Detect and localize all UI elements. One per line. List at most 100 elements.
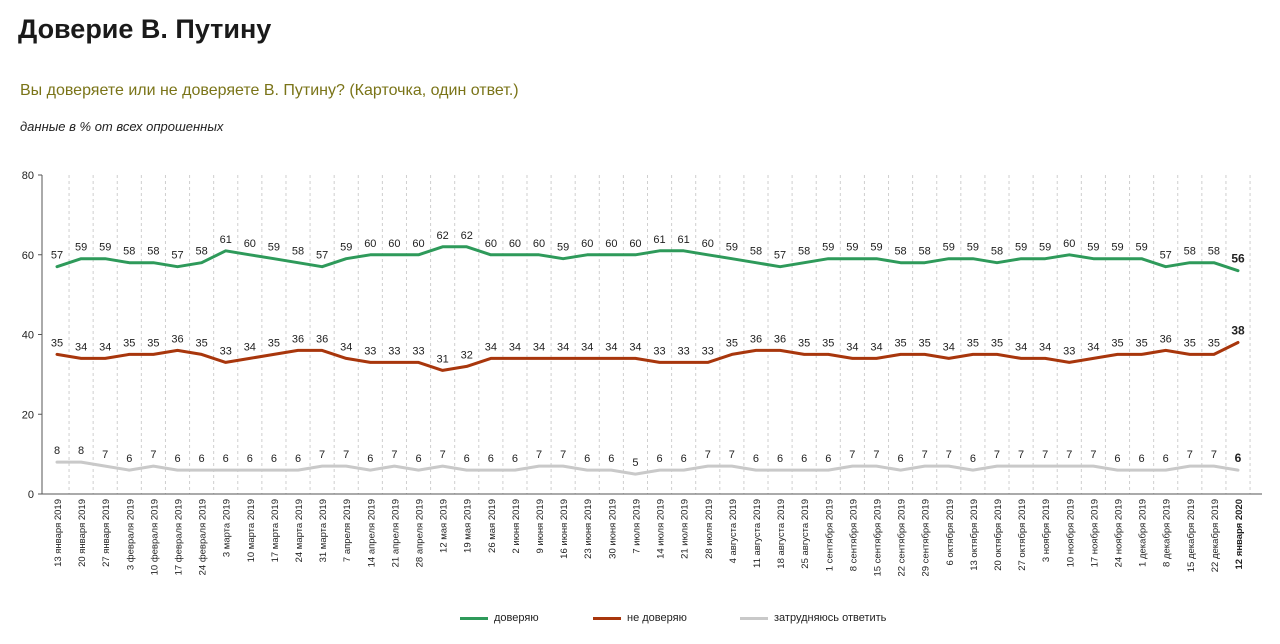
data-label-trust: 58 bbox=[798, 246, 810, 258]
x-tick-label: 12 января 2020 bbox=[1234, 499, 1245, 569]
data-label-trust: 60 bbox=[244, 238, 256, 250]
data-label-trust: 57 bbox=[171, 250, 183, 262]
chart-lines bbox=[55, 245, 1240, 476]
data-label-hard: 6 bbox=[126, 453, 132, 465]
data-label-distrust: 34 bbox=[1039, 341, 1051, 353]
data-label-hard: 7 bbox=[319, 449, 325, 461]
x-tick-label: 6 октября 2019 bbox=[945, 499, 956, 566]
x-tick-label: 17 февраля 2019 bbox=[174, 499, 185, 575]
x-tick-label: 29 сентября 2019 bbox=[921, 499, 932, 577]
x-tick-label: 9 июня 2019 bbox=[535, 499, 546, 554]
data-label-distrust: 35 bbox=[726, 337, 738, 349]
data-label-trust: 58 bbox=[750, 246, 762, 258]
x-tick-label: 18 августа 2019 bbox=[776, 499, 787, 569]
data-label-hard: 6 bbox=[295, 453, 301, 465]
x-tick-label: 22 декабря 2019 bbox=[1210, 499, 1221, 572]
data-label-trust: 61 bbox=[220, 234, 232, 246]
x-tick-label: 2 июня 2019 bbox=[511, 499, 522, 554]
data-label-hard: 6 bbox=[223, 453, 229, 465]
x-tick-label: 21 апреля 2019 bbox=[390, 499, 401, 567]
data-label-hard: 7 bbox=[343, 449, 349, 461]
data-label-trust: 60 bbox=[412, 238, 424, 250]
data-label-trust: 60 bbox=[388, 238, 400, 250]
data-label-distrust: 33 bbox=[653, 345, 665, 357]
data-label-distrust: 34 bbox=[943, 341, 955, 353]
x-tick-label: 14 апреля 2019 bbox=[366, 499, 377, 567]
data-note: данные в % от всех опрошенных bbox=[20, 119, 224, 134]
data-label-distrust: 34 bbox=[870, 341, 882, 353]
x-tick-label: 28 апреля 2019 bbox=[415, 499, 426, 567]
x-tick-label: 31 марта 2019 bbox=[318, 499, 329, 562]
data-label-hard: 6 bbox=[488, 453, 494, 465]
data-label-distrust: 35 bbox=[1111, 337, 1123, 349]
chart-legend: доверяю не доверяю затрудняюсь ответить bbox=[0, 612, 1280, 628]
legend-label-distrust: не доверяю bbox=[627, 612, 687, 624]
data-label-hard: 7 bbox=[946, 449, 952, 461]
data-label-distrust: 36 bbox=[171, 333, 183, 345]
data-label-distrust: 34 bbox=[1015, 341, 1027, 353]
data-label-trust: 57 bbox=[1160, 250, 1172, 262]
data-label-hard: 6 bbox=[777, 453, 783, 465]
x-tick-label: 1 сентября 2019 bbox=[824, 499, 835, 571]
data-label-distrust: 33 bbox=[678, 345, 690, 357]
data-label-hard: 6 bbox=[247, 453, 253, 465]
data-label-hard: 7 bbox=[1090, 449, 1096, 461]
data-label-distrust: 35 bbox=[1208, 337, 1220, 349]
data-label-hard: 7 bbox=[705, 449, 711, 461]
series-line-trust bbox=[55, 245, 1240, 273]
data-label-trust: 60 bbox=[629, 238, 641, 250]
data-label-trust: 57 bbox=[316, 250, 328, 262]
x-tick-label: 21 июля 2019 bbox=[680, 499, 691, 559]
data-label-distrust: 34 bbox=[846, 341, 858, 353]
x-tick-label: 3 марта 2019 bbox=[222, 499, 233, 557]
data-label-hard: 6 bbox=[367, 453, 373, 465]
data-label-distrust: 33 bbox=[702, 345, 714, 357]
y-tick-label: 80 bbox=[22, 170, 34, 182]
chart-grid bbox=[68, 175, 1251, 494]
legend-item-distrust: не доверяю bbox=[593, 612, 687, 624]
x-tick-label: 1 декабря 2019 bbox=[1138, 499, 1149, 567]
x-tick-label: 10 ноября 2019 bbox=[1065, 499, 1076, 567]
survey-question: Вы доверяете или не доверяете В. Путину?… bbox=[20, 82, 519, 99]
data-label-hard: 6 bbox=[681, 453, 687, 465]
page-title: Доверие В. Путину bbox=[18, 14, 272, 44]
x-tick-label: 27 января 2019 bbox=[101, 499, 112, 567]
data-label-trust: 59 bbox=[340, 242, 352, 254]
legend-item-trust: доверяю bbox=[460, 612, 539, 624]
data-label-trust: 60 bbox=[1063, 238, 1075, 250]
data-label-trust: 56 bbox=[1231, 252, 1245, 266]
x-tick-label: 24 марта 2019 bbox=[294, 499, 305, 562]
data-label-distrust: 33 bbox=[220, 345, 232, 357]
data-label-hard: 6 bbox=[1114, 453, 1120, 465]
data-label-distrust: 36 bbox=[316, 333, 328, 345]
data-label-trust: 58 bbox=[1208, 246, 1220, 258]
x-tick-label: 19 мая 2019 bbox=[463, 499, 474, 553]
data-label-trust: 59 bbox=[99, 242, 111, 254]
data-label-hard: 6 bbox=[464, 453, 470, 465]
data-label-trust: 58 bbox=[292, 246, 304, 258]
x-tick-label: 4 августа 2019 bbox=[728, 499, 739, 563]
data-label-hard: 7 bbox=[560, 449, 566, 461]
data-label-hard: 6 bbox=[415, 453, 421, 465]
data-label-hard: 7 bbox=[102, 449, 108, 461]
data-label-hard: 6 bbox=[970, 453, 976, 465]
x-tick-label: 15 сентября 2019 bbox=[872, 499, 883, 577]
data-label-trust: 61 bbox=[678, 234, 690, 246]
data-label-trust: 59 bbox=[870, 242, 882, 254]
data-label-distrust: 38 bbox=[1231, 323, 1245, 337]
data-label-distrust: 36 bbox=[1160, 333, 1172, 345]
y-tick-label: 20 bbox=[22, 409, 34, 421]
data-label-trust: 59 bbox=[1087, 242, 1099, 254]
data-label-hard: 6 bbox=[271, 453, 277, 465]
data-label-trust: 59 bbox=[75, 242, 87, 254]
data-label-trust: 60 bbox=[485, 238, 497, 250]
data-label-hard: 7 bbox=[1187, 449, 1193, 461]
data-label-distrust: 35 bbox=[919, 337, 931, 349]
data-label-hard: 5 bbox=[632, 457, 638, 469]
data-label-hard: 7 bbox=[1211, 449, 1217, 461]
y-tick-label: 60 bbox=[22, 250, 34, 262]
data-label-distrust: 34 bbox=[340, 341, 352, 353]
data-label-trust: 59 bbox=[1111, 242, 1123, 254]
